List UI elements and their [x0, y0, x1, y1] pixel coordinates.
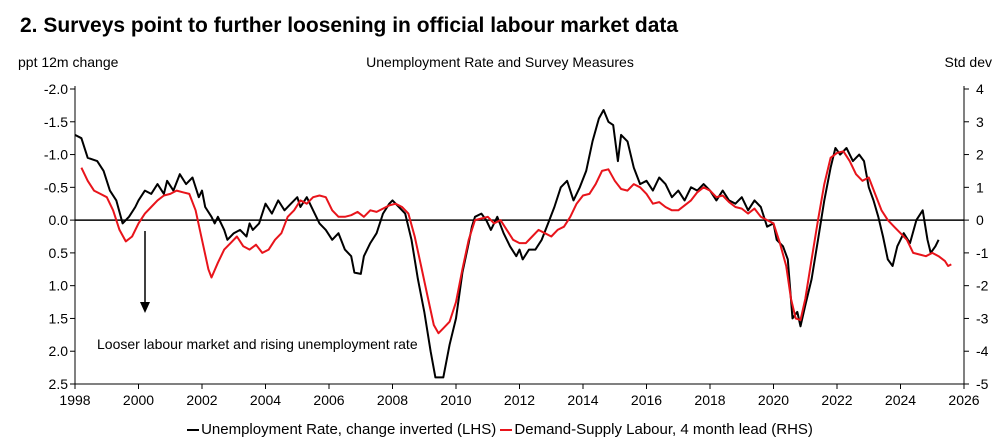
series-line-unemployment: [74, 109, 940, 379]
y-right-tick-label: 3: [976, 114, 984, 130]
x-tick-label: 2012: [504, 392, 535, 408]
y-right-tick-label: -5: [976, 376, 989, 392]
x-tick-label: 2022: [821, 392, 852, 408]
annotation-arrow: [140, 231, 150, 313]
legend-swatch-unemployment: [187, 429, 200, 432]
y-left-tick-label: 2.5: [49, 376, 69, 392]
y-right-tick-label: 4: [976, 81, 984, 97]
x-tick-label: 2002: [186, 392, 217, 408]
y-left-tick-label: -0.5: [44, 179, 68, 195]
y-left-tick-label: 0.5: [49, 245, 69, 261]
x-tick-label: 2010: [440, 392, 471, 408]
legend-label-unemployment: Unemployment Rate, change inverted (LHS): [201, 421, 497, 438]
legend-item-demand-supply: Demand-Supply Labour, 4 month lead (RHS): [500, 421, 813, 438]
series-line-demand-supply: [80, 150, 952, 335]
series-layer: [74, 109, 952, 379]
x-tick-label: 2006: [313, 392, 344, 408]
chart-title: Unemployment Rate and Survey Measures: [366, 54, 634, 70]
x-tick-label: 2014: [567, 392, 598, 408]
x-tick-label: 2018: [694, 392, 725, 408]
y-left-tick-label: 1.5: [49, 310, 69, 326]
right-axis-unit-label: Std dev: [944, 54, 992, 70]
x-tick-label: 2016: [631, 392, 662, 408]
annotation-text: Looser labour market and rising unemploy…: [97, 336, 418, 352]
chart-heading: 2. Surveys point to further loosening in…: [20, 14, 679, 37]
legend-item-unemployment: Unemployment Rate, change inverted (LHS): [187, 421, 496, 438]
y-left-tick-label: -1.0: [44, 147, 68, 163]
y-right-tick-label: -2: [976, 278, 989, 294]
y-right-tick-label: -4: [976, 343, 989, 359]
y-left-tick-label: -2.0: [44, 81, 68, 97]
axis-ticks: 1998 2000 2002 2004 2006 2008 2010 2012 2014 2016…: [44, 81, 989, 408]
x-tick-label: 2026: [948, 392, 979, 408]
y-right-tick-label: 0: [976, 212, 984, 228]
legend-label-demand-supply: Demand-Supply Labour, 4 month lead (RHS): [514, 421, 813, 438]
y-right-tick-label: 1: [976, 179, 984, 195]
y-right-tick-label: -1: [976, 245, 989, 261]
left-axis-unit-label: ppt 12m change: [18, 54, 119, 70]
y-left-tick-label: 1.0: [49, 278, 69, 294]
y-left-tick-label: 0.0: [49, 212, 69, 228]
y-left-tick-label: 2.0: [49, 343, 69, 359]
x-tick-label: 2024: [885, 392, 916, 408]
y-left-tick-label: -1.5: [44, 114, 68, 130]
x-tick-label: 2000: [123, 392, 154, 408]
legend-swatch-demand-supply: [500, 429, 513, 432]
x-tick-label: 2004: [250, 392, 281, 408]
y-right-tick-label: -3: [976, 310, 989, 326]
y-right-tick-label: 2: [976, 147, 984, 163]
legend: Unemployment Rate, change inverted (LHS)…: [0, 421, 1000, 438]
x-tick-label: 1998: [59, 392, 90, 408]
x-tick-label: 2020: [758, 392, 789, 408]
x-tick-label: 2008: [377, 392, 408, 408]
